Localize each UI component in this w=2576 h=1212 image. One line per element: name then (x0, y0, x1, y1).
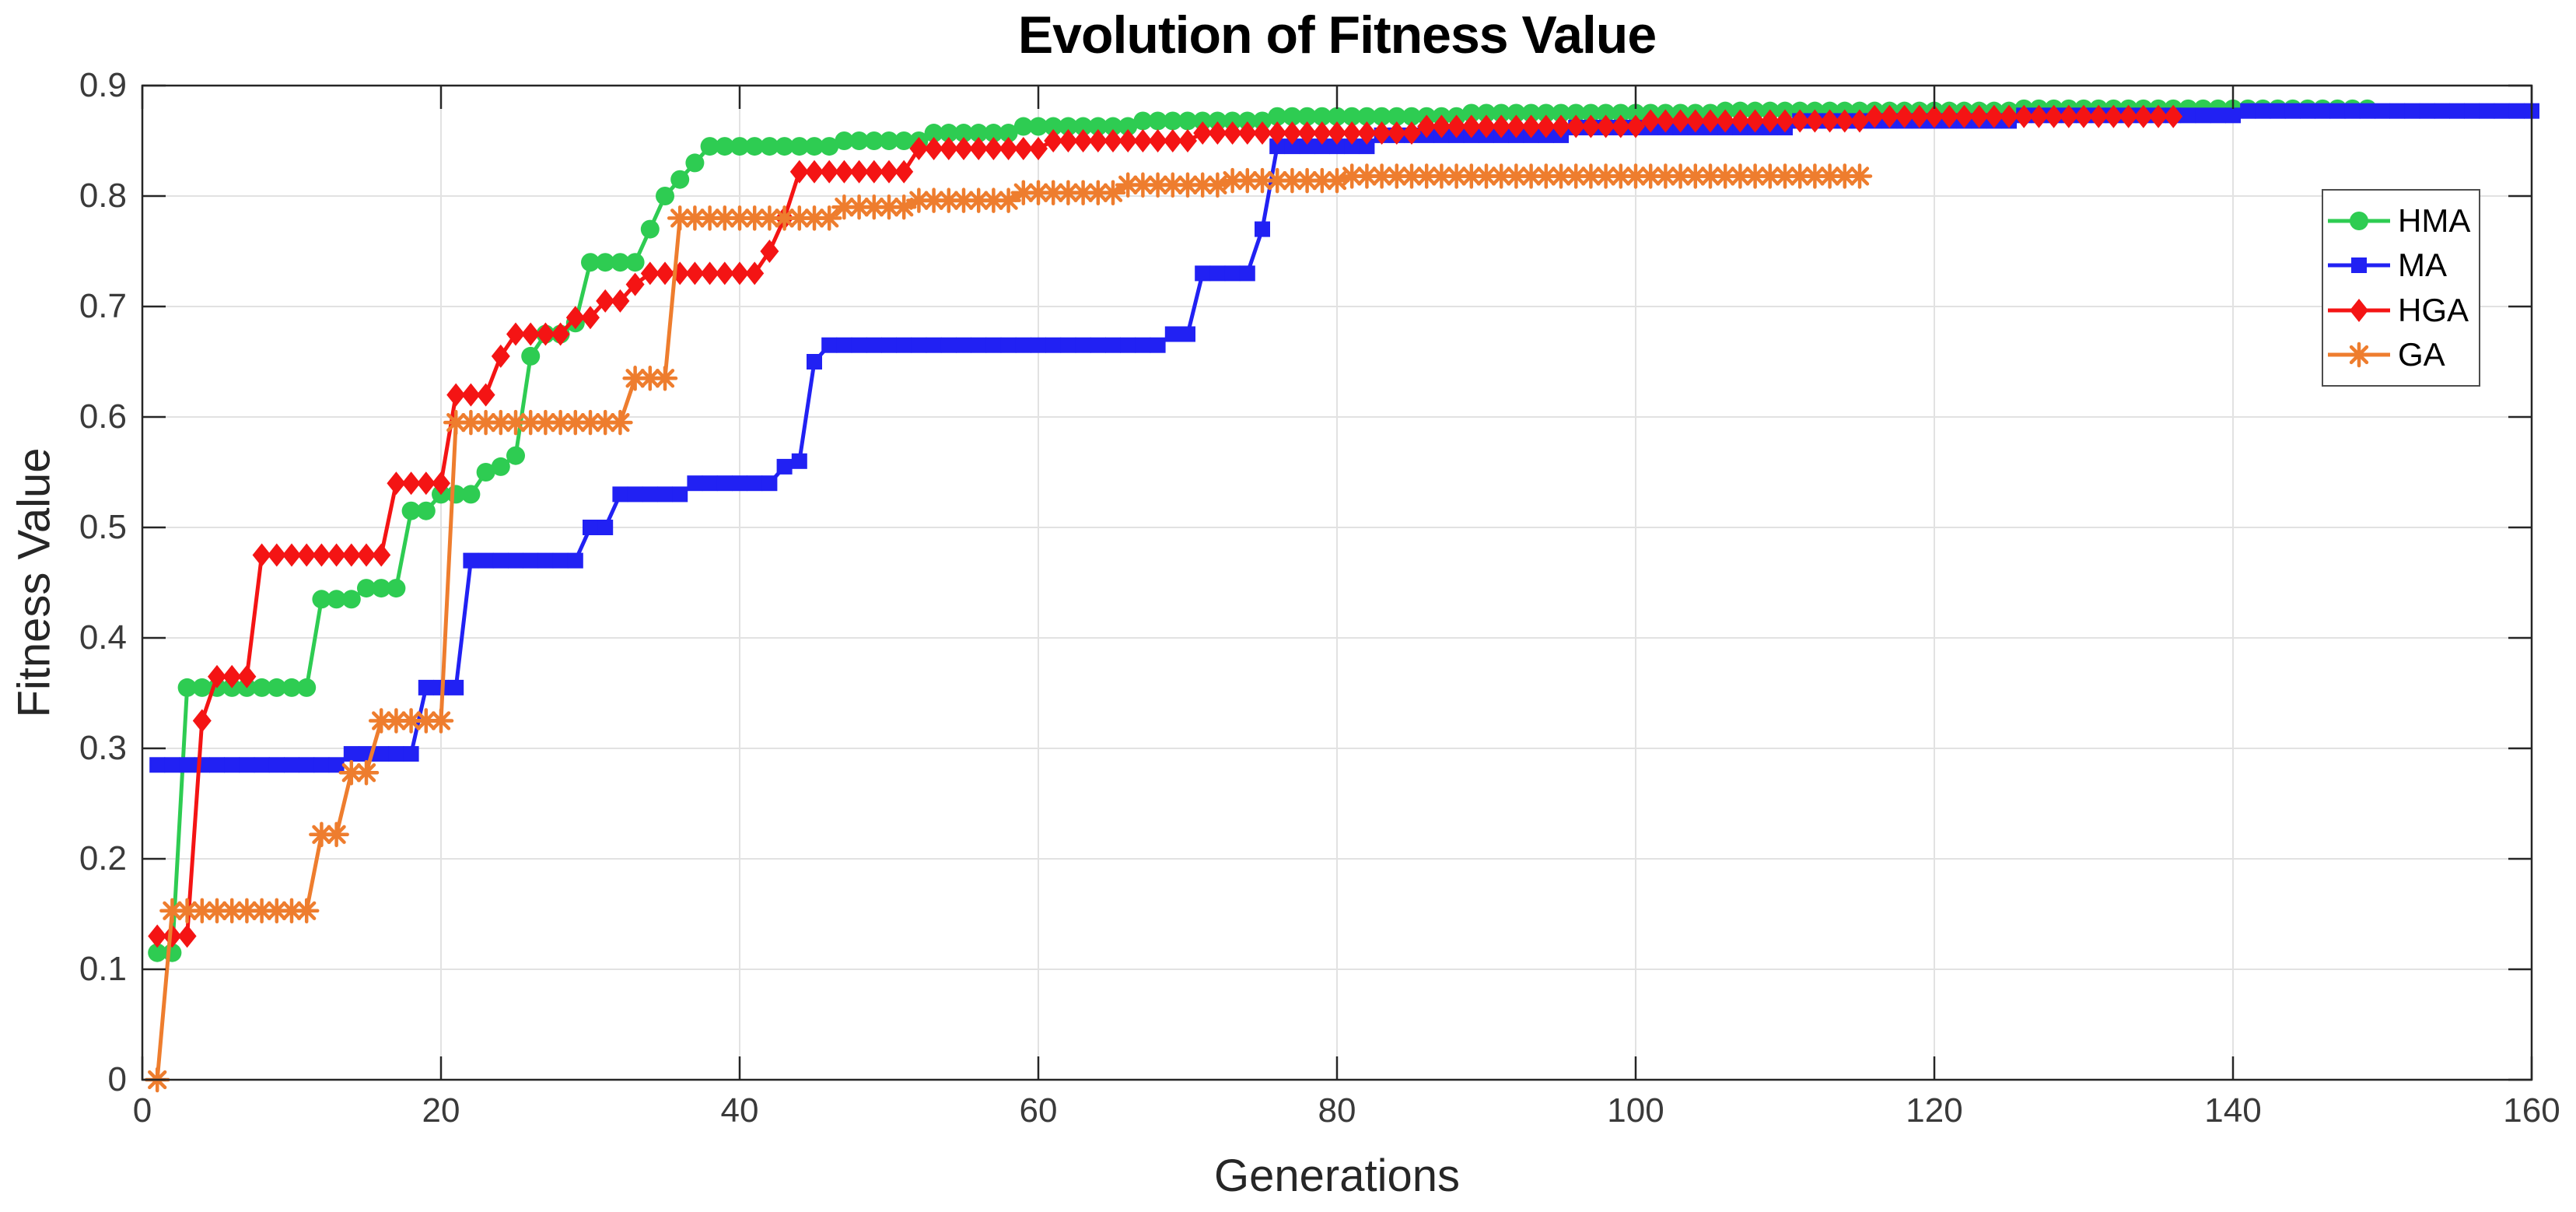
x-tick-label: 60 (1019, 1091, 1058, 1130)
x-axis-label: Generations (1214, 1151, 1460, 1201)
diamond-marker-sample (2328, 298, 2390, 322)
legend-label: MA (2398, 247, 2447, 284)
series-ma (149, 103, 2539, 773)
x-tick-label: 160 (2503, 1091, 2560, 1130)
x-tick-label: 40 (720, 1091, 759, 1130)
y-tick-label: 0 (107, 1060, 127, 1098)
y-tick-label: 0.9 (79, 66, 127, 104)
x-tick-label: 100 (1607, 1091, 1664, 1130)
series-ga (144, 163, 1873, 1093)
x-tick-label: 120 (1906, 1091, 1963, 1130)
legend-label: HMA (2398, 201, 2471, 239)
y-tick-label: 0.6 (79, 398, 127, 436)
y-tick-label: 0.4 (79, 618, 127, 657)
y-tick-label: 0.1 (79, 950, 127, 988)
y-tick-label: 0.2 (79, 839, 127, 877)
y-axis-label: Fitness Value (9, 447, 60, 718)
asterisk-marker-sample (2328, 342, 2390, 368)
legend-item-ga: GA (2323, 333, 2479, 377)
square-marker-sample (2328, 257, 2390, 274)
legend: HMA MA HGA GA (2322, 189, 2480, 387)
series-hga (148, 104, 2183, 948)
legend-label: HGA (2398, 291, 2469, 328)
x-tick-label: 0 (132, 1091, 152, 1130)
legend-item-hga: HGA (2323, 289, 2479, 332)
y-tick-label: 0.3 (79, 729, 127, 767)
x-tick-label: 20 (422, 1091, 460, 1130)
circle-marker-sample (2328, 211, 2390, 230)
legend-item-hma: HMA (2323, 199, 2479, 243)
y-tick-label: 0.7 (79, 287, 127, 325)
legend-label: GA (2398, 336, 2445, 373)
y-tick-label: 0.5 (79, 508, 127, 546)
y-tick-label: 0.8 (79, 177, 127, 215)
x-tick-label: 140 (2204, 1091, 2262, 1130)
chart-title: Evolution of Fitness Value (1017, 5, 1657, 65)
legend-item-ma: MA (2323, 243, 2479, 287)
x-tick-label: 80 (1318, 1091, 1356, 1130)
